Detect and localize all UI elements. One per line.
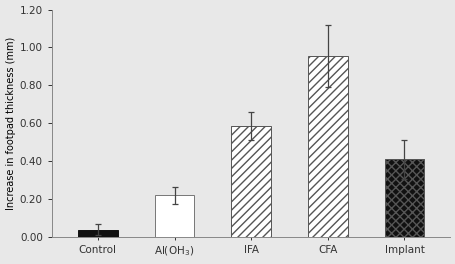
Bar <box>384 159 424 237</box>
Bar <box>231 126 270 237</box>
Bar <box>78 230 117 237</box>
Bar <box>154 195 194 237</box>
Bar <box>307 56 347 237</box>
Y-axis label: Increase in footpad thickness (mm): Increase in footpad thickness (mm) <box>5 37 15 210</box>
